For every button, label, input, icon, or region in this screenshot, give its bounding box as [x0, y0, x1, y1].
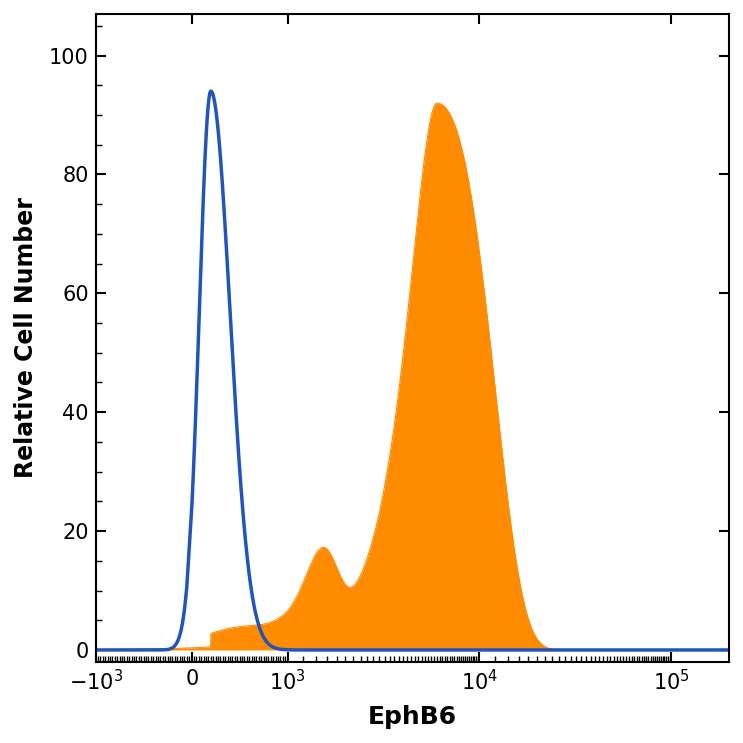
Y-axis label: Relative Cell Number: Relative Cell Number [14, 198, 38, 478]
X-axis label: EphB6: EphB6 [368, 705, 457, 729]
